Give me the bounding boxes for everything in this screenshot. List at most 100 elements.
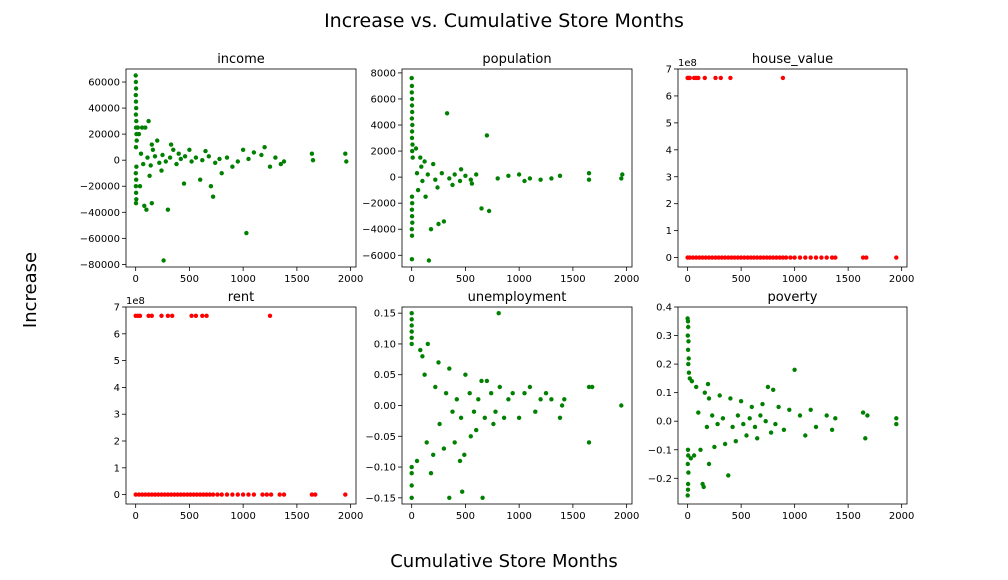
scatter-point [771, 255, 776, 260]
y-tick-label: 6000 [371, 94, 396, 105]
scatter-point [745, 255, 750, 260]
y-tick-label: 2 [666, 199, 672, 210]
x-tick-label: 0 [132, 511, 138, 522]
scatter-point [747, 416, 752, 421]
scatter-point [414, 458, 420, 464]
scatter-point [452, 440, 457, 445]
subplot-income: 0 500 1000 1500 2000 −80000 −60000 −40000 −20000… [80, 52, 364, 285]
scatter-point [145, 155, 150, 160]
scatter-point [259, 152, 264, 158]
points-population [409, 75, 625, 263]
scatter-point [758, 255, 763, 260]
scatter-point [133, 190, 139, 195]
scatter-point [484, 378, 490, 384]
scatter-point [181, 492, 187, 497]
scatter-point [619, 403, 624, 408]
scatter-point [701, 484, 706, 490]
x-tick-label: 2000 [889, 511, 914, 522]
scatter-point [224, 155, 230, 160]
scatter-point [146, 313, 151, 318]
scatter-point [182, 154, 188, 159]
scatter-point [549, 397, 554, 402]
scatter-point [685, 319, 691, 324]
scatter-point [414, 171, 420, 176]
scatter-point [501, 415, 507, 420]
x-tick-label: 0 [684, 274, 690, 285]
x-tick-label: 500 [456, 511, 475, 522]
scatter-point [436, 221, 441, 227]
scatter-point [224, 492, 230, 497]
scatter-point [309, 151, 315, 156]
scatter-point [516, 415, 522, 420]
subplot-title: population [482, 52, 551, 67]
scatter-point [409, 483, 414, 488]
scatter-point [808, 407, 813, 412]
scatter-point [697, 255, 702, 260]
scatter-point [409, 233, 415, 238]
scatter-point [720, 416, 726, 421]
y-tick-label: 0.4 [656, 303, 672, 314]
scatter-point [409, 207, 415, 212]
y-tick-label: −6000 [362, 251, 396, 262]
scatter-point [860, 410, 866, 415]
scatter-point [134, 118, 139, 124]
scatter-point [700, 255, 705, 260]
scatter-point [435, 185, 440, 190]
scatter-point [557, 173, 563, 178]
scatter-point [824, 255, 829, 260]
scatter-point [175, 492, 180, 497]
y-tick-label: 5 [666, 118, 672, 129]
scatter-point [191, 492, 196, 497]
scatter-point [200, 158, 205, 163]
scatter-point [696, 410, 701, 415]
scatter-point [685, 333, 690, 338]
scatter-point [694, 384, 699, 390]
scatter-point [865, 413, 870, 418]
scatter-point [420, 178, 425, 184]
y-exponent-label: 1e8 [126, 296, 145, 307]
scatter-point [457, 458, 463, 464]
x-tick-label: 0 [132, 274, 138, 285]
scatter-point [497, 384, 502, 390]
scatter-point [157, 160, 162, 165]
scatter-point [586, 171, 592, 176]
scatter-point [134, 197, 139, 202]
scatter-point [719, 255, 725, 260]
scatter-point [267, 164, 273, 169]
y-tick-label: −0.2 [648, 474, 672, 485]
scatter-point [549, 176, 554, 181]
scatter-point [409, 135, 415, 141]
scatter-point [213, 160, 218, 165]
scatter-point [726, 473, 731, 478]
scatter-point [860, 255, 866, 260]
x-tick-label: 1000 [782, 274, 807, 285]
subplot-title: income [217, 52, 265, 67]
scatter-point [619, 176, 624, 181]
scatter-point [409, 103, 415, 108]
scatter-point [792, 367, 797, 372]
scatter-point [159, 313, 164, 318]
x-tick-label: 500 [456, 274, 475, 285]
scatter-point [864, 255, 869, 260]
y-tick-label: 0.2 [656, 360, 672, 371]
scatter-point [133, 92, 138, 98]
scatter-point [463, 372, 468, 377]
scatter-point [133, 201, 139, 206]
scatter-point [149, 142, 154, 147]
subplot-population: 0 500 1000 1500 2000 −6000 −4000 −2000 0 2000 4000… [362, 52, 639, 285]
y-tick-label: 6 [114, 329, 120, 340]
plot-frame [125, 68, 357, 268]
scatter-point [409, 129, 415, 134]
scatter-point [171, 147, 176, 152]
scatter-point [751, 255, 757, 260]
scatter-point [787, 407, 792, 412]
scatter-point [562, 397, 567, 402]
scatter-point [768, 430, 774, 435]
scatter-point [702, 390, 707, 395]
y-tick-label: 0.0 [656, 417, 672, 428]
points-income [133, 73, 349, 263]
scatter-point [686, 361, 691, 367]
scatter-point [690, 255, 696, 260]
scatter-point [527, 176, 533, 181]
scatter-point [144, 207, 149, 212]
